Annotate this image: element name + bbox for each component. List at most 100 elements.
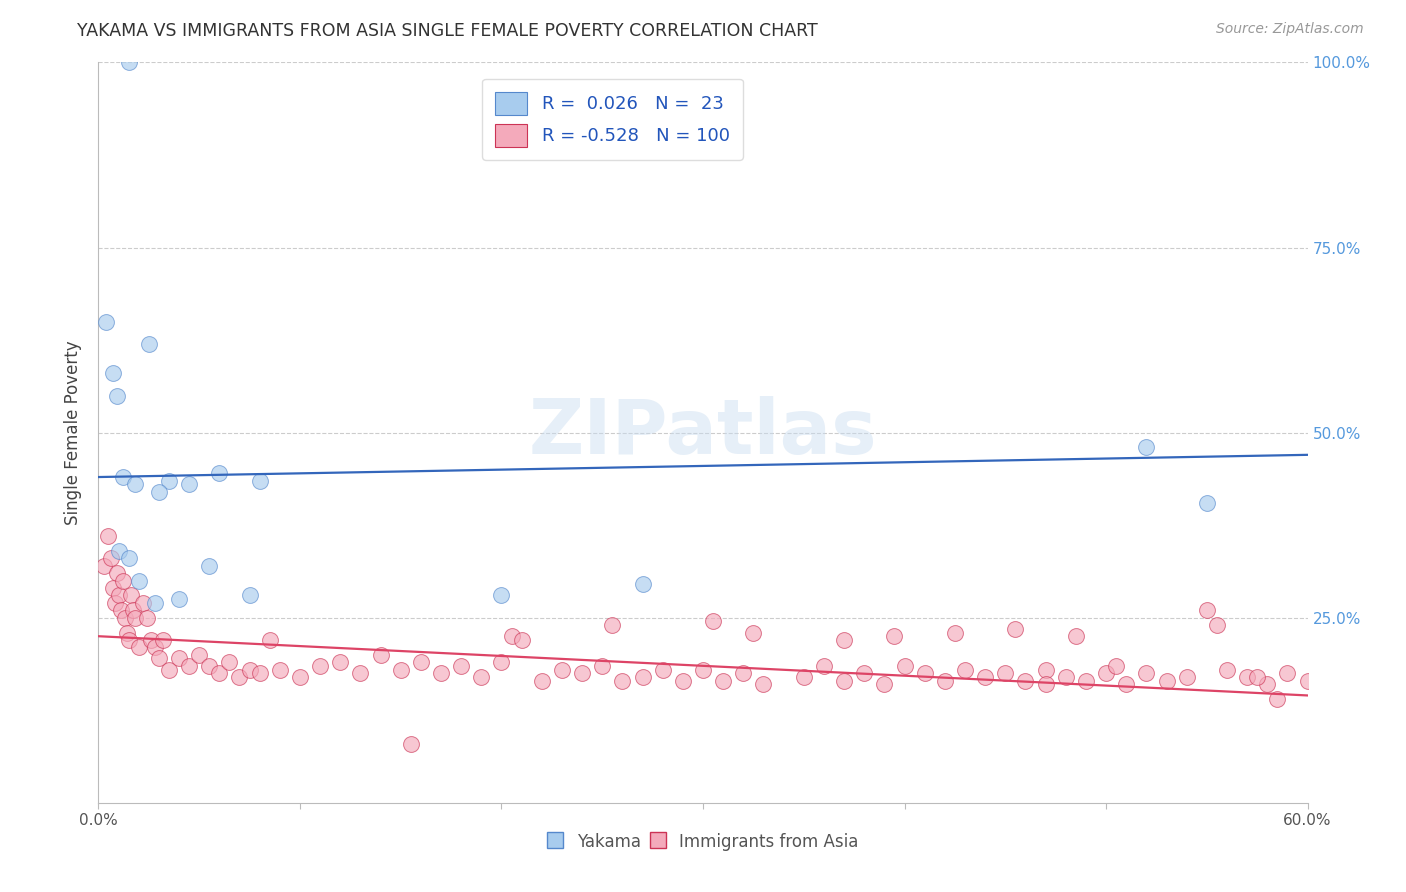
Point — [1064, 629, 1087, 643]
Point — [943, 625, 966, 640]
Point — [450, 658, 472, 673]
Point — [114, 610, 136, 624]
Point — [115, 625, 138, 640]
Point — [1135, 666, 1157, 681]
Point — [157, 663, 180, 677]
Point — [198, 558, 221, 573]
Point — [813, 658, 835, 673]
Point — [409, 655, 432, 669]
Point — [208, 467, 231, 481]
Point — [239, 589, 262, 603]
Point — [1156, 673, 1178, 688]
Point — [93, 558, 115, 573]
Point — [974, 670, 997, 684]
Point — [1195, 603, 1218, 617]
Point — [733, 666, 755, 681]
Point — [1267, 692, 1289, 706]
Point — [1195, 496, 1218, 510]
Point — [101, 367, 124, 381]
Point — [711, 673, 734, 688]
Point — [100, 551, 122, 566]
Point — [101, 581, 124, 595]
Point — [430, 666, 453, 681]
Legend: Yakama, Immigrants from Asia: Yakama, Immigrants from Asia — [540, 826, 866, 857]
Point — [179, 477, 201, 491]
Point — [551, 663, 574, 677]
Point — [1105, 658, 1128, 673]
Point — [953, 663, 976, 677]
Text: ZIPatlas: ZIPatlas — [529, 396, 877, 469]
Point — [110, 603, 132, 617]
Point — [1014, 673, 1036, 688]
Point — [1206, 618, 1229, 632]
Point — [793, 670, 815, 684]
Point — [651, 663, 673, 677]
Point — [148, 484, 170, 499]
Point — [491, 655, 513, 669]
Point — [1095, 666, 1118, 681]
Point — [167, 651, 190, 665]
Point — [1246, 670, 1268, 684]
Point — [602, 618, 624, 632]
Point — [873, 677, 896, 691]
Point — [702, 615, 724, 629]
Point — [883, 629, 905, 643]
Point — [1175, 670, 1198, 684]
Point — [128, 640, 150, 655]
Point — [124, 610, 146, 624]
Point — [329, 655, 352, 669]
Point — [832, 673, 855, 688]
Text: Source: ZipAtlas.com: Source: ZipAtlas.com — [1216, 22, 1364, 37]
Point — [152, 632, 174, 647]
Point — [752, 677, 775, 691]
Point — [208, 666, 231, 681]
Point — [259, 632, 281, 647]
Point — [1135, 441, 1157, 455]
Point — [167, 592, 190, 607]
Point — [120, 589, 142, 603]
Point — [470, 670, 492, 684]
Point — [97, 529, 120, 543]
Point — [853, 666, 876, 681]
Point — [105, 566, 128, 581]
Text: YAKAMA VS IMMIGRANTS FROM ASIA SINGLE FEMALE POVERTY CORRELATION CHART: YAKAMA VS IMMIGRANTS FROM ASIA SINGLE FE… — [77, 22, 818, 40]
Point — [389, 663, 412, 677]
Point — [228, 670, 250, 684]
Point — [501, 629, 523, 643]
Point — [1256, 677, 1278, 691]
Point — [1004, 622, 1026, 636]
Point — [1054, 670, 1077, 684]
Point — [491, 589, 513, 603]
Point — [198, 658, 221, 673]
Point — [994, 666, 1017, 681]
Point — [128, 574, 150, 588]
Point — [121, 603, 143, 617]
Point — [1035, 677, 1057, 691]
Point — [107, 544, 129, 558]
Point — [249, 666, 271, 681]
Point — [591, 658, 613, 673]
Point — [1035, 663, 1057, 677]
Point — [399, 737, 422, 751]
Point — [288, 670, 311, 684]
Point — [530, 673, 553, 688]
Point — [612, 673, 634, 688]
Point — [631, 670, 654, 684]
Point — [934, 673, 956, 688]
Point — [157, 474, 180, 488]
Point — [179, 658, 201, 673]
Point — [107, 589, 129, 603]
Point — [103, 596, 125, 610]
Point — [1074, 673, 1097, 688]
Point — [135, 610, 157, 624]
Point — [1277, 666, 1299, 681]
Point — [249, 474, 271, 488]
Point — [914, 666, 936, 681]
Point — [105, 388, 128, 402]
Point — [143, 596, 166, 610]
Point — [148, 651, 170, 665]
Point — [1236, 670, 1258, 684]
Point — [118, 551, 141, 566]
Point — [118, 55, 141, 70]
Point — [269, 663, 291, 677]
